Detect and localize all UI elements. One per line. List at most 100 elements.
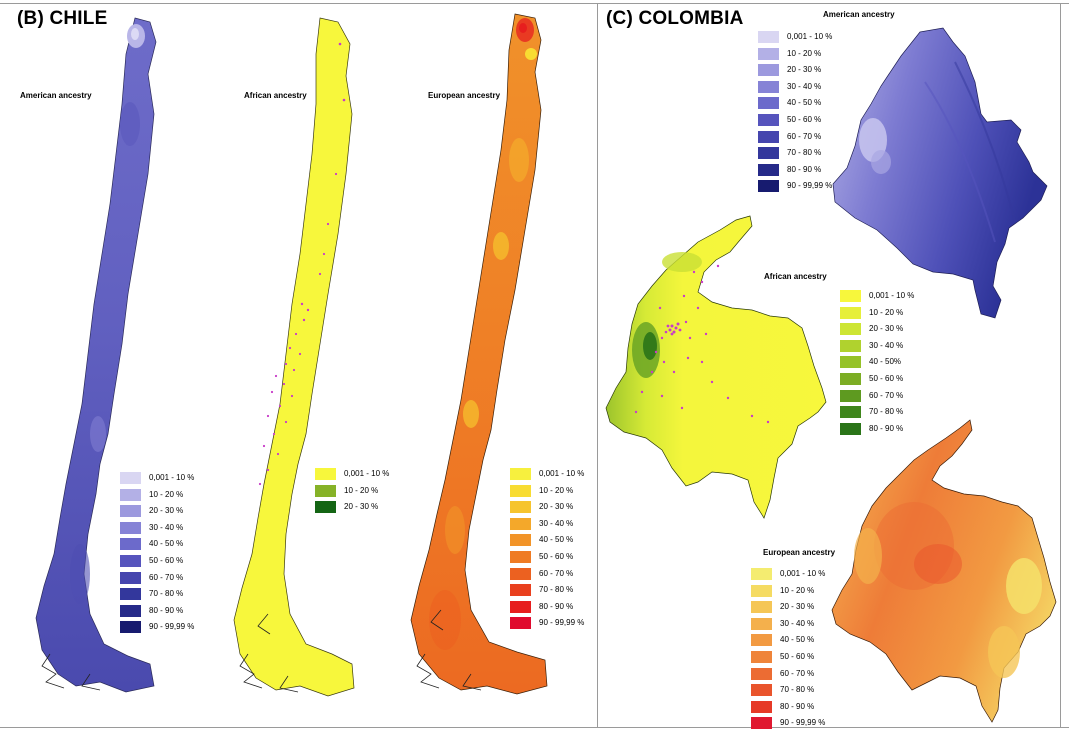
- legend-swatch: [510, 600, 531, 613]
- legend-label: 60 - 70 %: [149, 572, 184, 582]
- legend-swatch: [758, 147, 779, 160]
- legend-label: 0,001 - 10 %: [780, 569, 826, 578]
- legend-swatch: [758, 31, 779, 43]
- legend-label: 50 - 60 %: [780, 651, 815, 661]
- colombia-american-title: American ancestry: [823, 10, 895, 19]
- legend-swatch: [510, 617, 531, 630]
- legend-label: 80 - 90 %: [539, 601, 574, 611]
- legend-label: 80 - 90 %: [780, 701, 815, 711]
- legend-label: 10 - 20 %: [780, 585, 815, 595]
- colombia-european-title: European ancestry: [763, 548, 836, 557]
- legend-label: 90 - 99,99 %: [780, 718, 826, 728]
- legend-swatch: [120, 571, 141, 584]
- legend-label: 30 - 40 %: [539, 518, 574, 528]
- legend-label: 0,001 - 10 %: [344, 469, 390, 478]
- frame-right-line: [1060, 3, 1061, 728]
- legend-label: 30 - 40 %: [149, 522, 184, 532]
- frame-top-line: [0, 3, 1069, 4]
- legend-label: 50 - 60 %: [787, 114, 822, 124]
- legend-label: 50 - 60 %: [149, 555, 184, 565]
- legend-swatch: [751, 601, 772, 614]
- legend-swatch: [758, 47, 779, 60]
- legend-label: 50 - 60 %: [539, 551, 574, 561]
- legend-label: 20 - 30 %: [344, 502, 379, 512]
- legend-swatch: [510, 484, 531, 497]
- legend-label: 70 - 80 %: [869, 407, 904, 417]
- legend-swatch: [510, 501, 531, 514]
- legend-label: 30 - 40 %: [869, 340, 904, 350]
- legend-swatch: [840, 306, 861, 319]
- legend-label: 30 - 40 %: [787, 81, 822, 91]
- legend-label: 80 - 90 %: [787, 164, 822, 174]
- legend-label: 10 - 20 %: [869, 307, 904, 317]
- legend-label: 60 - 70 %: [539, 568, 574, 578]
- legend-swatch: [751, 667, 772, 680]
- legend-label: 40 - 50%: [869, 357, 902, 367]
- chile-american-map: [35, 17, 157, 693]
- legend-label: 50 - 60 %: [869, 373, 904, 383]
- legend-swatch: [315, 468, 336, 480]
- legend-label: 90 - 99,99 %: [149, 622, 195, 632]
- legend-swatch: [758, 80, 779, 93]
- legend-label: 40 - 50 %: [787, 98, 822, 108]
- legend-swatch: [510, 468, 531, 480]
- legend-label: 20 - 30 %: [869, 324, 904, 334]
- legend-swatch: [120, 554, 141, 567]
- legend-swatch: [840, 406, 861, 419]
- legend-swatch: [751, 568, 772, 580]
- legend-swatch: [758, 130, 779, 143]
- legend-label: 20 - 30 %: [780, 602, 815, 612]
- legend-label: 70 - 80 %: [539, 585, 574, 595]
- legend-swatch: [758, 180, 779, 193]
- chile-african-title: African ancestry: [244, 91, 307, 100]
- legend-label: 30 - 40 %: [780, 618, 815, 628]
- legend-swatch: [510, 567, 531, 580]
- legend-swatch: [751, 650, 772, 663]
- legend-swatch: [120, 521, 141, 534]
- legend-swatch: [751, 700, 772, 713]
- legend-label: 80 - 90 %: [869, 423, 904, 433]
- legend-swatch: [510, 517, 531, 530]
- legend-swatch: [751, 634, 772, 647]
- chile-european-map: [410, 13, 548, 695]
- colombia-european-map: [831, 419, 1057, 723]
- legend-label: 60 - 70 %: [787, 131, 822, 141]
- legend-label: 60 - 70 %: [869, 390, 904, 400]
- legend-label: 0,001 - 10 %: [787, 32, 833, 41]
- colombia-panel-title: (C) COLOMBIA: [606, 8, 744, 29]
- legend-swatch: [510, 584, 531, 597]
- legend-swatch: [120, 588, 141, 601]
- legend-label: 10 - 20 %: [344, 485, 379, 495]
- legend-label: 20 - 30 %: [787, 65, 822, 75]
- legend-label: 10 - 20 %: [539, 485, 574, 495]
- legend-label: 60 - 70 %: [780, 668, 815, 678]
- legend-swatch: [120, 505, 141, 518]
- legend-swatch: [840, 323, 861, 336]
- legend-swatch: [510, 534, 531, 547]
- legend-label: 0,001 - 10 %: [539, 469, 585, 478]
- legend-swatch: [120, 604, 141, 617]
- colombia-american-map: [832, 27, 1048, 319]
- legend-swatch: [751, 617, 772, 630]
- legend-swatch: [120, 488, 141, 501]
- legend-swatch: [758, 163, 779, 176]
- legend-swatch: [751, 584, 772, 597]
- legend-label: 10 - 20 %: [149, 489, 184, 499]
- legend-label: 90 - 99,99 %: [539, 618, 585, 628]
- legend-swatch: [315, 484, 336, 497]
- chile-european-title: European ancestry: [428, 91, 501, 100]
- legend-label: 20 - 30 %: [539, 502, 574, 512]
- legend-label: 70 - 80 %: [780, 685, 815, 695]
- legend-label: 40 - 50 %: [149, 539, 184, 549]
- legend-label: 80 - 90 %: [149, 605, 184, 615]
- legend-swatch: [120, 472, 141, 484]
- legend-label: 0,001 - 10 %: [149, 473, 195, 482]
- legend-swatch: [120, 538, 141, 551]
- chile-american-title: American ancestry: [20, 91, 92, 100]
- legend-label: 70 - 80 %: [787, 148, 822, 158]
- legend-label: 90 - 99,99 %: [787, 181, 833, 191]
- legend-swatch: [840, 372, 861, 385]
- legend-label: 10 - 20 %: [787, 48, 822, 58]
- legend-label: 40 - 50 %: [780, 635, 815, 645]
- legend-label: 40 - 50 %: [539, 535, 574, 545]
